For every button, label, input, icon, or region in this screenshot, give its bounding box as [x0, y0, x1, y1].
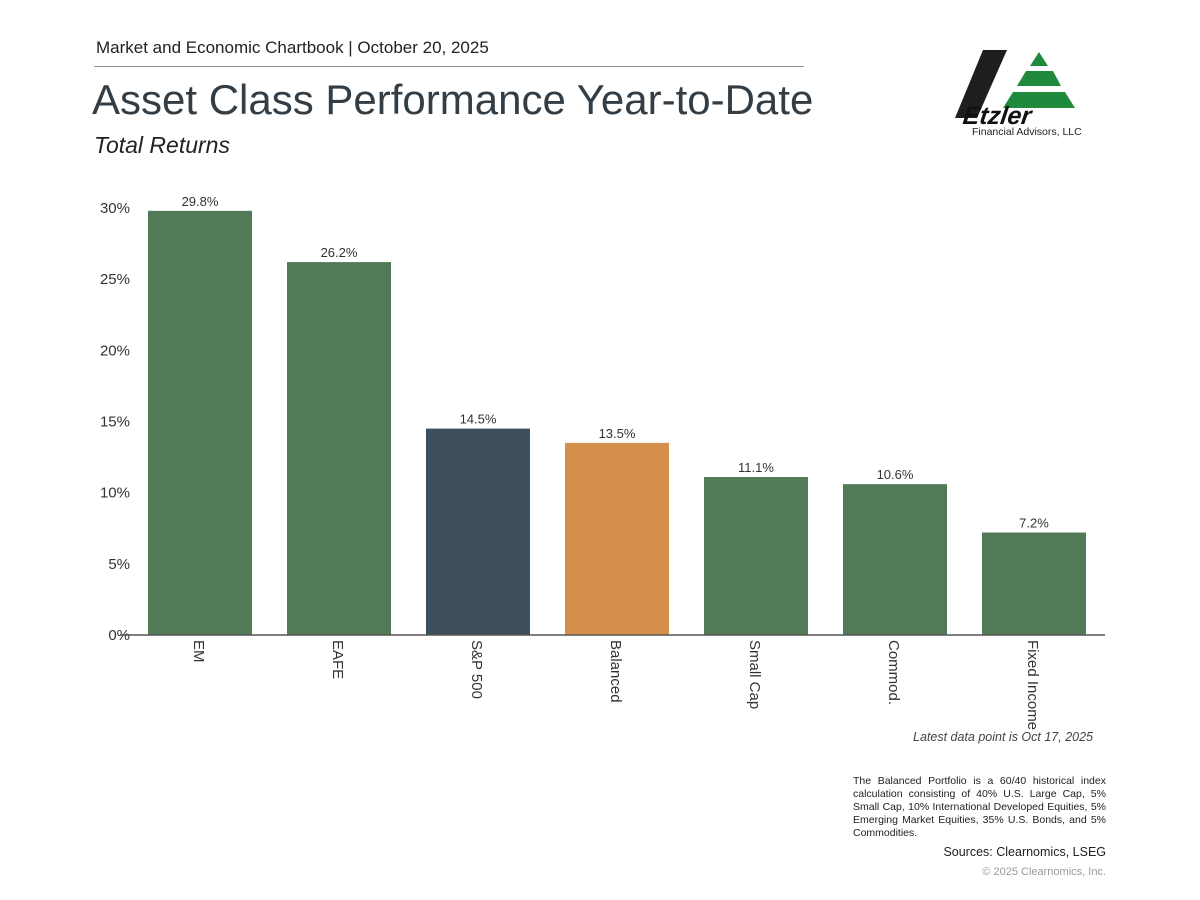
y-tick-label: 30%	[100, 200, 130, 217]
chartbook-header: Market and Economic Chartbook | October …	[96, 38, 489, 57]
balanced-portfolio-note: The Balanced Portfolio is a 60/40 histor…	[853, 775, 1106, 839]
x-tick-label: EAFE	[329, 640, 346, 679]
x-tick-label: EM	[190, 640, 207, 663]
sources: Sources: Clearnomics, LSEG	[943, 845, 1106, 859]
bar-balanced	[565, 442, 669, 635]
svg-text:Etzler: Etzler	[961, 102, 1034, 130]
bar-commod-	[843, 484, 947, 635]
data-label: 29.8%	[182, 194, 219, 209]
y-tick-label: 10%	[100, 485, 130, 502]
x-tick-label: S&P 500	[468, 640, 485, 699]
x-tick-label: Commod.	[885, 640, 902, 705]
bar-fixed-income	[982, 532, 1086, 635]
x-tick-label: Balanced	[607, 640, 624, 703]
x-tick-label: Small Cap	[746, 640, 763, 709]
page-title: Asset Class Performance Year-to-Date	[92, 76, 814, 123]
y-tick-label: 5%	[108, 556, 130, 573]
data-label: 26.2%	[321, 245, 358, 260]
data-label: 10.6%	[877, 467, 914, 482]
copyright: © 2025 Clearnomics, Inc.	[982, 866, 1106, 878]
header-divider	[94, 66, 804, 67]
etzler-logo: Etzler	[955, 50, 1075, 130]
x-tick-label: Fixed Income	[1024, 640, 1041, 730]
y-tick-label: 15%	[100, 414, 130, 431]
y-tick-label: 20%	[100, 342, 130, 359]
y-tick-label: 25%	[100, 271, 130, 288]
logo-tagline: Financial Advisors, LLC	[972, 126, 1082, 138]
data-label: 11.1%	[738, 460, 774, 475]
page-subtitle: Total Returns	[94, 132, 230, 158]
data-label: 7.2%	[1019, 516, 1049, 531]
data-label: 14.5%	[460, 412, 497, 427]
latest-data-note: Latest data point is Oct 17, 2025	[913, 730, 1093, 744]
bar-em	[148, 210, 252, 635]
bar-small-cap	[704, 477, 808, 635]
bar-eafe	[287, 262, 391, 635]
bar-s-p-500	[426, 428, 530, 635]
y-tick-label: 0%	[108, 627, 130, 644]
data-label: 13.5%	[599, 426, 636, 441]
